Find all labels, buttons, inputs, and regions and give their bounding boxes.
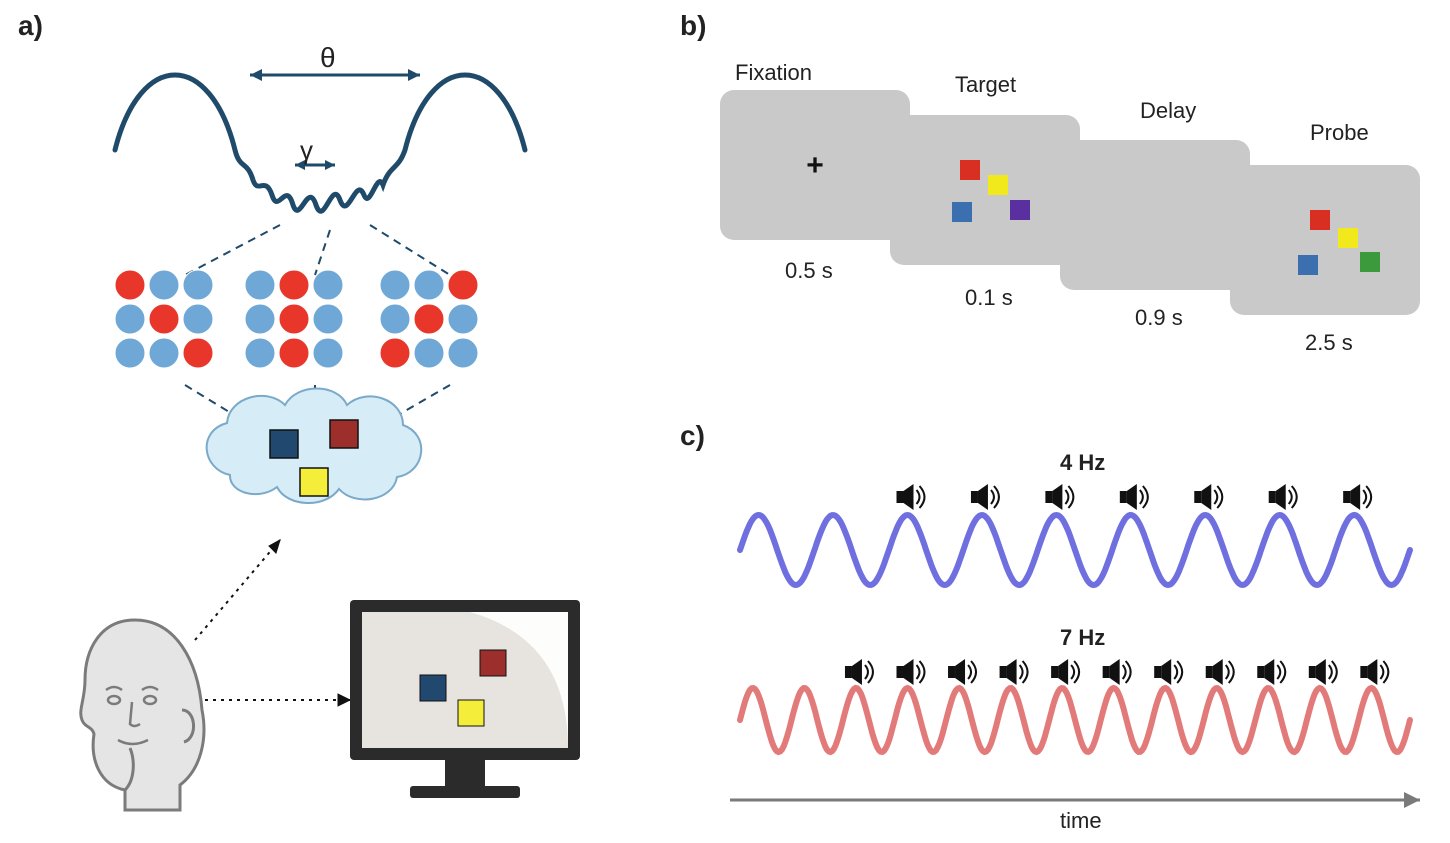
- wave-7hz: [740, 688, 1410, 752]
- theta-symbol: θ: [320, 42, 336, 74]
- card-fixation: +: [720, 90, 910, 240]
- speaker-icon: [897, 659, 925, 685]
- card-probe: [1230, 165, 1420, 315]
- delay-duration: 0.9 s: [1135, 305, 1183, 331]
- probe-duration: 2.5 s: [1305, 330, 1353, 356]
- card-delay: [1060, 140, 1250, 290]
- speaker-icon: [845, 659, 873, 685]
- speaker-icon: [1051, 659, 1079, 685]
- speaker-icon: [1343, 484, 1371, 510]
- svg-text:+: +: [806, 149, 824, 182]
- speaker-icon: [948, 659, 976, 685]
- figure-root: a) b) c): [0, 0, 1450, 843]
- speaker-icon: [1194, 484, 1222, 510]
- monitor: [350, 600, 580, 798]
- speaker-icon: [1360, 659, 1388, 685]
- panel-a-svg: [20, 0, 640, 820]
- speaker-icon: [1154, 659, 1182, 685]
- time-label: time: [1060, 808, 1102, 834]
- card-target: [890, 115, 1080, 265]
- speaker-icon: [1257, 659, 1285, 685]
- fixation-title: Fixation: [735, 60, 812, 86]
- speaker-icon: [1120, 484, 1148, 510]
- speaker-icon: [1269, 484, 1297, 510]
- head-arrows: [195, 540, 350, 706]
- speaker-icon: [1000, 659, 1028, 685]
- gamma-symbol: γ: [300, 135, 313, 166]
- speaker-icon: [1103, 659, 1131, 685]
- delay-title: Delay: [1140, 98, 1196, 124]
- target-duration: 0.1 s: [965, 285, 1013, 311]
- wave-4hz: [740, 515, 1410, 585]
- speaker-icon: [1309, 659, 1337, 685]
- speaker-icon: [971, 484, 999, 510]
- freq7-label: 7 Hz: [1060, 625, 1105, 651]
- target-title: Target: [955, 72, 1016, 98]
- panel-b-svg: +: [700, 20, 1450, 380]
- projection-lines-top: [185, 225, 450, 275]
- speaker-icon: [1045, 484, 1073, 510]
- cell-groups: [115, 270, 478, 368]
- probe-title: Probe: [1310, 120, 1369, 146]
- theta-gamma-wave: [115, 69, 525, 211]
- head-illustration: [81, 620, 204, 810]
- speaker-icon: [1206, 659, 1234, 685]
- freq4-label: 4 Hz: [1060, 450, 1105, 476]
- thought-cloud: [207, 389, 422, 504]
- speaker-icon: [897, 484, 925, 510]
- fixation-duration: 0.5 s: [785, 258, 833, 284]
